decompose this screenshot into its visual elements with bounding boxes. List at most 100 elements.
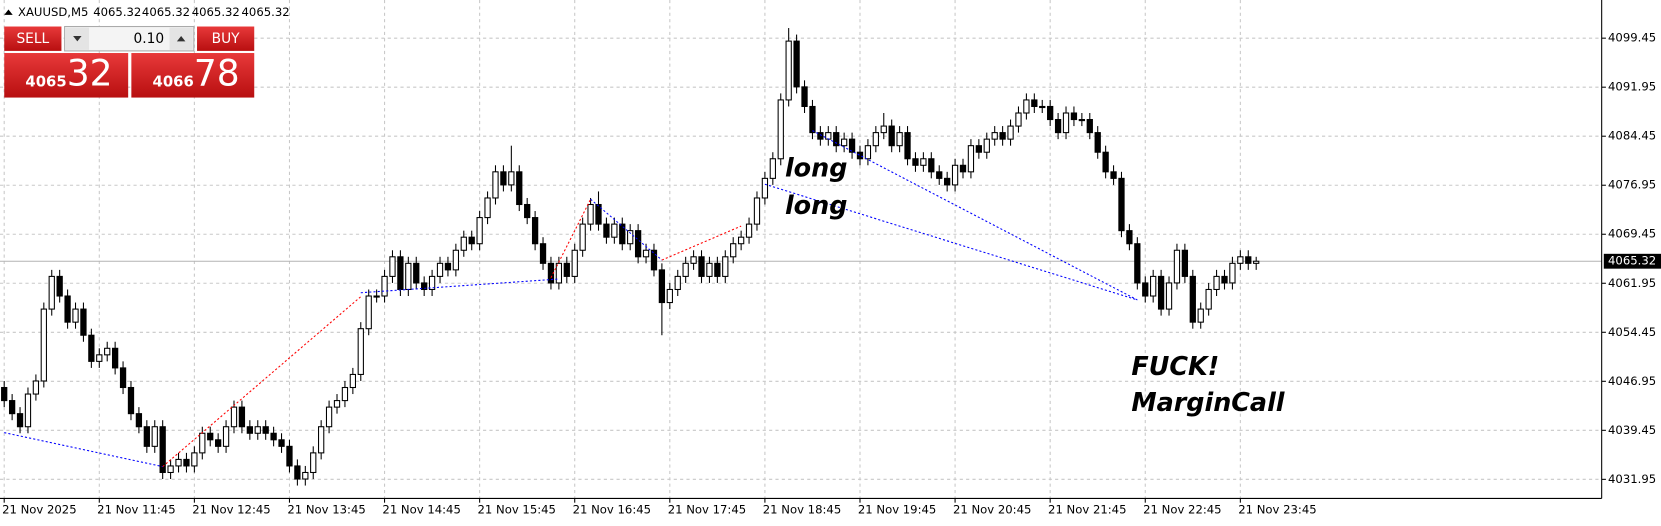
candle-body [737, 236, 745, 245]
candle-body [833, 132, 840, 147]
candle-body [983, 138, 990, 153]
candle-body [856, 151, 864, 160]
candle-body [1023, 99, 1030, 114]
candle-body [207, 432, 214, 441]
candle-body [405, 262, 412, 291]
current-price-box [1603, 253, 1661, 269]
candle-body [436, 262, 444, 277]
candle-body [1062, 112, 1070, 134]
ohlc-value: 4065.32 [142, 5, 190, 19]
candle-body [191, 452, 198, 467]
buy-button[interactable] [197, 26, 255, 51]
candle-body [381, 275, 388, 297]
candle-body [64, 295, 71, 323]
candle-body [642, 249, 650, 258]
trade-line [360, 278, 559, 294]
candle-body [8, 400, 16, 415]
candle-body [761, 177, 769, 199]
candle-body [825, 132, 832, 140]
ohlc-value: 4065.32 [93, 5, 141, 19]
y-tick-label: 4069.45 [1608, 227, 1656, 241]
candle-body [888, 125, 895, 147]
x-tick-label: 21 Nov 13:45 [287, 503, 365, 517]
candle-body [539, 243, 547, 264]
candle-body [452, 249, 460, 271]
candle-body [1237, 256, 1244, 264]
candle-body [428, 275, 436, 291]
candle-body [1094, 132, 1101, 153]
candle-body [1142, 282, 1149, 297]
ask-box[interactable] [131, 53, 255, 98]
candle-body [476, 217, 483, 245]
bid-box[interactable] [4, 53, 129, 98]
x-tick-label: 21 Nov 12:45 [192, 503, 270, 517]
sell-button[interactable] [4, 26, 62, 51]
x-tick-label: 21 Nov 16:45 [573, 503, 651, 517]
candle-body [674, 275, 681, 291]
candle-body [254, 426, 261, 434]
candle-body [294, 465, 301, 480]
candle-body [460, 236, 467, 251]
candle-body [278, 439, 285, 447]
y-tick-label: 4099.45 [1608, 31, 1656, 45]
candle-body [32, 380, 40, 395]
candle-body [587, 203, 594, 225]
candle-body [991, 132, 998, 140]
candle-body [1110, 171, 1117, 179]
candle-body [1150, 275, 1157, 297]
candle-body [690, 256, 697, 264]
candle-body [864, 145, 872, 160]
candle-body [872, 132, 879, 147]
candle-body [373, 295, 380, 298]
candle-body [389, 256, 396, 277]
candle-body [1039, 105, 1046, 109]
candle-body [262, 426, 269, 434]
ohlc-value: 4065.32 [242, 5, 290, 19]
candle-body [444, 262, 452, 271]
x-tick-label: 21 Nov 17:45 [668, 503, 746, 517]
candle-body [349, 373, 357, 389]
candle-body [111, 347, 119, 369]
candle-body [119, 367, 127, 389]
candle-body [730, 243, 737, 258]
candle-body [951, 164, 959, 186]
header: XAUUSD,M5 4065.32 4065.32 4065.32 4065.3… [4, 5, 290, 19]
x-tick-label: 21 Nov 15:45 [478, 503, 556, 517]
candle-body [183, 458, 190, 467]
candle-body [1, 386, 8, 402]
candle-body [492, 171, 499, 199]
candle-body [1173, 249, 1181, 284]
candle-body [848, 138, 856, 153]
buy-label[interactable]: BUY [212, 31, 241, 47]
candle-body [999, 132, 1006, 140]
candle-body [333, 400, 341, 408]
sell-label[interactable]: SELL [16, 31, 49, 47]
candle-body [1134, 243, 1141, 284]
trade-line [590, 198, 663, 261]
candle-body [1102, 151, 1109, 173]
candle-body [1253, 260, 1260, 264]
y-tick-label: 4084.45 [1608, 129, 1656, 143]
candle-body [135, 413, 143, 428]
candle-body [840, 138, 848, 147]
trade-line [661, 225, 742, 261]
candle-body [1245, 256, 1252, 264]
candle-body [1047, 105, 1054, 121]
candle-body [682, 262, 689, 277]
volume[interactable]: 0.10 [134, 31, 165, 47]
collapse-icon[interactable] [4, 9, 13, 15]
candle-body [1189, 275, 1196, 323]
candle-body [325, 406, 333, 428]
candle-body [167, 465, 174, 474]
candle-body [1229, 262, 1236, 284]
candle-body [769, 158, 776, 179]
candle-body [650, 249, 658, 271]
up-arrow [176, 36, 186, 42]
candle-body [777, 99, 784, 160]
candle-body [104, 347, 111, 356]
annotation: FUCK! [1131, 351, 1219, 381]
x-tick-label: 21 Nov 19:45 [858, 503, 936, 517]
candle-body [912, 158, 919, 166]
